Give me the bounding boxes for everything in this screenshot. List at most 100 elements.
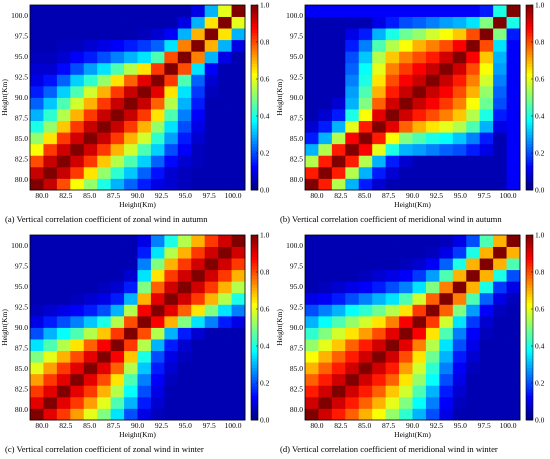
heatmap-cell: [56, 373, 71, 386]
heatmap-cell: [83, 51, 98, 64]
heatmap-cell: [358, 155, 373, 168]
y-tick-label: 100.0: [286, 11, 303, 20]
heatmap-cell: [452, 166, 467, 179]
heatmap-cell: [30, 235, 44, 247]
heatmap-cell: [466, 85, 481, 98]
x-tick-label: 97.5: [203, 421, 216, 430]
heatmap-cell: [305, 120, 319, 133]
heatmap-cell: [452, 62, 467, 75]
heatmap-cell: [399, 258, 413, 271]
heatmap-cell: [30, 74, 44, 87]
heatmap-cell: [358, 62, 373, 75]
heatmap-cell: [385, 74, 400, 87]
heatmap-cell: [479, 155, 494, 168]
heatmap-cell: [318, 166, 333, 179]
heatmap-cell: [372, 74, 387, 87]
y-axis-label: Height(Km): [275, 309, 284, 346]
heatmap-cell: [506, 85, 521, 98]
heatmap-cell: [70, 350, 85, 363]
x-tick-label: 87.5: [107, 421, 120, 430]
heatmap-cell: [493, 350, 507, 363]
x-tick-label: 95.0: [454, 191, 467, 200]
heatmap-cell: [137, 281, 152, 294]
heatmap-cell: [345, 5, 360, 17]
heatmap-cell: [110, 120, 125, 133]
heatmap-cell: [83, 327, 98, 340]
heatmap-cell: [506, 132, 521, 145]
x-tick-label: 100.0: [500, 421, 517, 430]
heatmap-cell: [137, 235, 152, 247]
heatmap-cell: [331, 74, 346, 87]
heatmap-cell: [331, 362, 346, 375]
heatmap-cell: [452, 269, 467, 282]
heatmap-cell: [177, 281, 192, 294]
heatmap-cell: [30, 51, 44, 64]
heatmap-cell: [204, 178, 219, 191]
heatmap-cell: [318, 97, 333, 110]
heatmap-cell: [231, 258, 246, 271]
y-tick-label: 95.0: [290, 282, 303, 291]
heatmap-cell: [164, 269, 179, 282]
heatmap-cell: [43, 258, 58, 271]
heatmap-cell: [479, 327, 494, 340]
heatmap-cell: [137, 28, 152, 41]
heatmap-cell: [493, 362, 507, 375]
heatmap-cell: [412, 143, 427, 156]
heatmap-cell: [124, 385, 138, 398]
heatmap-cell: [399, 74, 413, 87]
heatmap-cell: [218, 155, 232, 168]
y-tick-label: 80.0: [290, 405, 303, 414]
heatmap-cell: [439, 385, 454, 398]
heatmap-cell: [191, 235, 206, 247]
heatmap-cell: [452, 51, 467, 64]
heatmap-cell: [70, 315, 85, 328]
heatmap-cell: [493, 304, 507, 317]
heatmap-cell: [439, 155, 454, 168]
heatmap-cell: [191, 28, 206, 41]
heatmap-cell: [479, 97, 494, 110]
heatmap-cell: [466, 246, 481, 259]
heatmap-cell: [56, 143, 71, 156]
heatmap-cell: [218, 350, 232, 363]
heatmap-cell: [43, 5, 58, 17]
heatmap-cell: [191, 362, 206, 375]
plot-frame: [29, 234, 246, 421]
colorbar-tick-label: 1.0: [535, 231, 545, 240]
heatmap-cell: [372, 304, 387, 317]
heatmap-cell: [399, 281, 413, 294]
heatmap-cell: [345, 292, 360, 305]
heatmap-cell: [506, 396, 521, 409]
heatmap-cell: [137, 339, 152, 352]
heatmap-cell: [372, 408, 387, 421]
heatmap-cell: [124, 235, 138, 247]
heatmap-cell: [479, 246, 494, 259]
heatmap-cell: [164, 281, 179, 294]
heatmap-cell: [83, 292, 98, 305]
heatmap-cell: [412, 281, 427, 294]
heatmap-cell: [385, 339, 400, 352]
heatmap-cell: [506, 350, 521, 363]
heatmap-cell: [385, 97, 400, 110]
heatmap-cell: [30, 155, 44, 168]
heatmap-cell: [479, 292, 494, 305]
heatmap-cell: [150, 235, 165, 247]
heatmap-cell: [385, 85, 400, 98]
heatmap-cell: [30, 327, 44, 340]
heatmap-cell: [345, 327, 360, 340]
heatmap-cell: [30, 28, 44, 41]
heatmap-cell: [164, 315, 179, 328]
heatmap-cell: [466, 396, 481, 409]
heatmap-cell: [479, 16, 494, 29]
heatmap-cell: [124, 28, 138, 41]
heatmap-cell: [493, 85, 507, 98]
heatmap-cell: [345, 74, 360, 87]
heatmap-cell: [345, 97, 360, 110]
heatmap-cell: [358, 132, 373, 145]
heatmap-cell: [345, 235, 360, 247]
y-tick-label: 100.0: [11, 241, 28, 250]
heatmap-cell: [177, 74, 192, 87]
heatmap-cell: [506, 120, 521, 133]
heatmap-cell: [164, 109, 179, 122]
heatmap-cell: [506, 109, 521, 122]
heatmap-cell: [479, 315, 494, 328]
